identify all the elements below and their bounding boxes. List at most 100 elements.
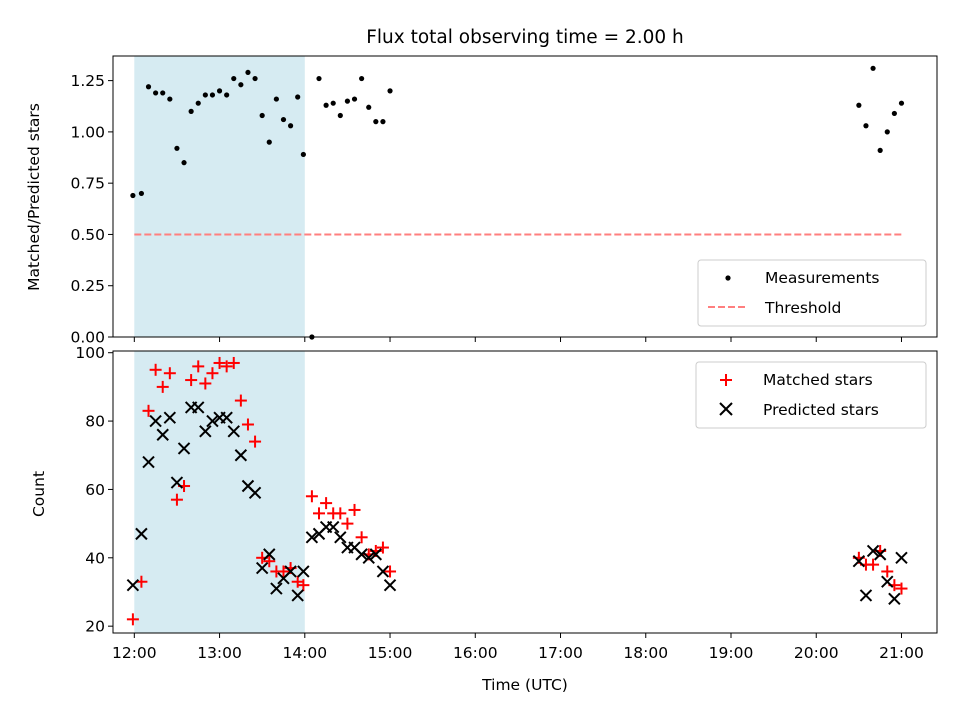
- ratio-shaded-region: [134, 56, 305, 337]
- count-legend: Matched stars Predicted stars: [695, 361, 927, 429]
- measurement-point: [209, 92, 216, 98]
- measurement-point: [359, 75, 365, 82]
- measurement-point: [366, 104, 372, 110]
- predicted-stars-point: [220, 411, 233, 424]
- predicted-stars-point: [291, 589, 304, 602]
- matched-stars-point: [149, 363, 162, 376]
- y-tick-label: 40: [85, 549, 105, 567]
- ratio-x-tick-marks: [133, 337, 902, 342]
- x-tick-label: 14:00: [282, 644, 327, 662]
- measurement-point: [138, 190, 145, 197]
- measurement-point: [245, 69, 251, 76]
- measurement-point: [195, 100, 201, 106]
- measurement-point: [231, 75, 237, 82]
- count-x-axis: 12:00 13:00 14:00 15:00 16:00 17:00 18:00 19:00…: [112, 633, 924, 662]
- predicted-stars-point: [163, 411, 177, 424]
- measurement-point: [898, 100, 905, 106]
- y-tick-label: 80: [85, 413, 105, 431]
- predicted-stars-point: [126, 578, 140, 592]
- measurement-point: [295, 94, 301, 100]
- predicted-stars-point: [192, 401, 205, 414]
- measurement-point: [287, 123, 294, 129]
- predicted-stars-point: [297, 565, 310, 578]
- predicted-stars-point: [859, 589, 873, 602]
- count-plot-frame: [112, 350, 938, 634]
- predicted-stars-point: [234, 449, 248, 462]
- measurement-point: [856, 102, 862, 108]
- measurement-point: [877, 147, 883, 153]
- measurement-point: [153, 90, 159, 96]
- matched-stars-point: [376, 541, 389, 554]
- matched-stars-point: [313, 507, 325, 520]
- x-tick-label: 16:00: [453, 644, 498, 662]
- predicted-stars-point: [206, 414, 219, 428]
- matched-stars-point: [185, 374, 198, 387]
- legend-predicted-marker: [719, 402, 733, 416]
- measurement-point: [316, 75, 322, 82]
- predicted-stars-point: [263, 548, 276, 561]
- matched-stars-point: [220, 360, 233, 373]
- matched-stars-point: [355, 531, 368, 544]
- measurement-point: [181, 160, 187, 166]
- predicted-stars-point: [866, 544, 880, 558]
- predicted-stars-point: [334, 531, 347, 544]
- ratio-legend-box: [697, 259, 927, 327]
- count-y-axis: 20 40 60 80 100: [75, 344, 113, 636]
- predicted-stars-point: [248, 486, 262, 500]
- predicted-stars-point: [177, 442, 191, 455]
- x-tick-label: 17:00: [538, 644, 583, 662]
- x-axis-label: Time (UTC): [481, 676, 568, 694]
- predicted-stars-point: [369, 548, 383, 561]
- matched-stars-point: [895, 582, 908, 595]
- x-tick-label: 21:00: [879, 644, 924, 662]
- matched-stars-point: [249, 435, 262, 448]
- predicted-stars-point: [227, 425, 240, 438]
- matched-stars-point: [241, 418, 254, 431]
- matched-stars-point: [126, 613, 139, 626]
- measurement-point: [280, 116, 287, 123]
- count-legend-box: [695, 361, 927, 429]
- x-tick-label: 13:00: [197, 644, 242, 662]
- y-tick-label: 0.75: [70, 175, 105, 193]
- y-tick-label: 20: [85, 618, 105, 636]
- measurement-point: [145, 84, 152, 90]
- measurement-point: [238, 82, 244, 88]
- y-tick-label: 1.25: [70, 72, 105, 90]
- ratio-y-axis-label: Matched/Predicted stars: [25, 103, 43, 291]
- x-tick-label: 20:00: [794, 644, 839, 662]
- figure-title: Flux total observing time = 2.00 h: [366, 27, 684, 48]
- predicted-stars-point: [270, 582, 283, 595]
- measurement-point: [266, 139, 272, 145]
- legend-matched-marker: [720, 374, 732, 386]
- matched-stars-point: [341, 517, 354, 530]
- predicted-stars-point: [156, 428, 169, 441]
- measurement-point: [373, 119, 379, 125]
- measurement-point: [160, 90, 166, 96]
- measurement-point: [891, 110, 897, 117]
- measurement-point: [380, 119, 386, 125]
- predicted-stars-point: [170, 476, 184, 489]
- predicted-stars-point: [888, 592, 901, 606]
- predicted-stars-point: [305, 531, 319, 544]
- matched-stars-point: [297, 579, 310, 592]
- matched-stars-point: [156, 380, 169, 393]
- measurement-point: [884, 129, 890, 135]
- matched-stars-point: [263, 555, 276, 568]
- matched-stars-point: [170, 493, 183, 506]
- measurement-point: [259, 112, 265, 119]
- matched-stars-point: [227, 356, 240, 369]
- matched-stars-point: [192, 360, 205, 373]
- measurement-point: [300, 151, 306, 158]
- predicted-stars-point: [873, 548, 887, 561]
- ratio-y-axis: 0.00 0.25 0.50 0.75 1.00 1.25: [70, 72, 113, 347]
- y-tick-label: 1.00: [70, 123, 105, 141]
- predicted-stars-point: [284, 565, 297, 578]
- legend-measurements-label: Measurements: [765, 269, 880, 287]
- y-tick-label: 100: [75, 344, 105, 362]
- measurement-point: [130, 192, 136, 199]
- matched-stars-point: [334, 507, 347, 520]
- y-tick-label: 0.25: [70, 277, 105, 295]
- predicted-stars-point: [355, 548, 368, 561]
- y-tick-label: 0.50: [70, 226, 105, 244]
